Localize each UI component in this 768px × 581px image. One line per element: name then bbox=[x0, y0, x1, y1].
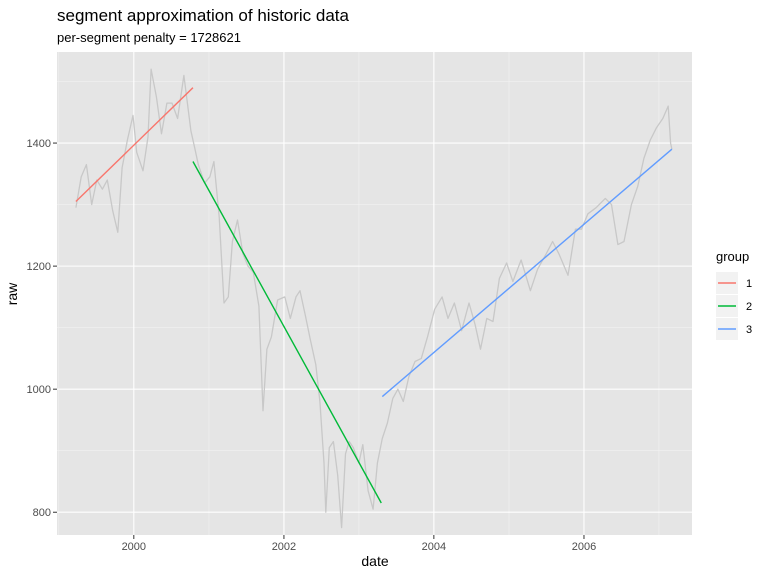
y-tick-label: 1000 bbox=[27, 384, 51, 396]
raw-series bbox=[75, 68, 673, 529]
x-tick-label: 2006 bbox=[572, 541, 596, 553]
segment-line-group-2 bbox=[192, 161, 382, 504]
chart-title: segment approximation of historic data bbox=[57, 6, 350, 25]
x-tick-label: 2002 bbox=[272, 541, 296, 553]
y-axis-title: raw bbox=[4, 282, 20, 305]
x-axis: 2000 2002 2004 2006 bbox=[122, 535, 596, 553]
legend: group 1 2 3 bbox=[716, 249, 752, 340]
segment-lines bbox=[75, 87, 673, 504]
segment-line-group-3 bbox=[381, 148, 673, 398]
legend-title: group bbox=[716, 249, 749, 264]
legend-label: 3 bbox=[746, 324, 752, 336]
chart-subtitle: per-segment penalty = 1728621 bbox=[57, 30, 241, 45]
plot-panel bbox=[57, 52, 692, 535]
grid-minor bbox=[57, 52, 692, 535]
legend-label: 1 bbox=[746, 278, 752, 290]
legend-label: 2 bbox=[746, 301, 752, 313]
legend-item-group-1: 1 bbox=[716, 272, 752, 294]
x-axis-title: date bbox=[361, 553, 388, 569]
x-tick-label: 2004 bbox=[422, 541, 446, 553]
raw-series-line bbox=[75, 68, 673, 529]
legend-item-group-3: 3 bbox=[716, 318, 752, 340]
legend-item-group-2: 2 bbox=[716, 295, 752, 317]
segment-line-group-1 bbox=[75, 87, 194, 203]
y-tick-label: 1400 bbox=[27, 138, 51, 150]
grid-major bbox=[57, 52, 692, 535]
y-axis: 800 1000 1200 1400 bbox=[27, 138, 57, 519]
y-tick-label: 1200 bbox=[27, 261, 51, 273]
x-tick-label: 2000 bbox=[122, 541, 146, 553]
y-tick-label: 800 bbox=[33, 507, 51, 519]
